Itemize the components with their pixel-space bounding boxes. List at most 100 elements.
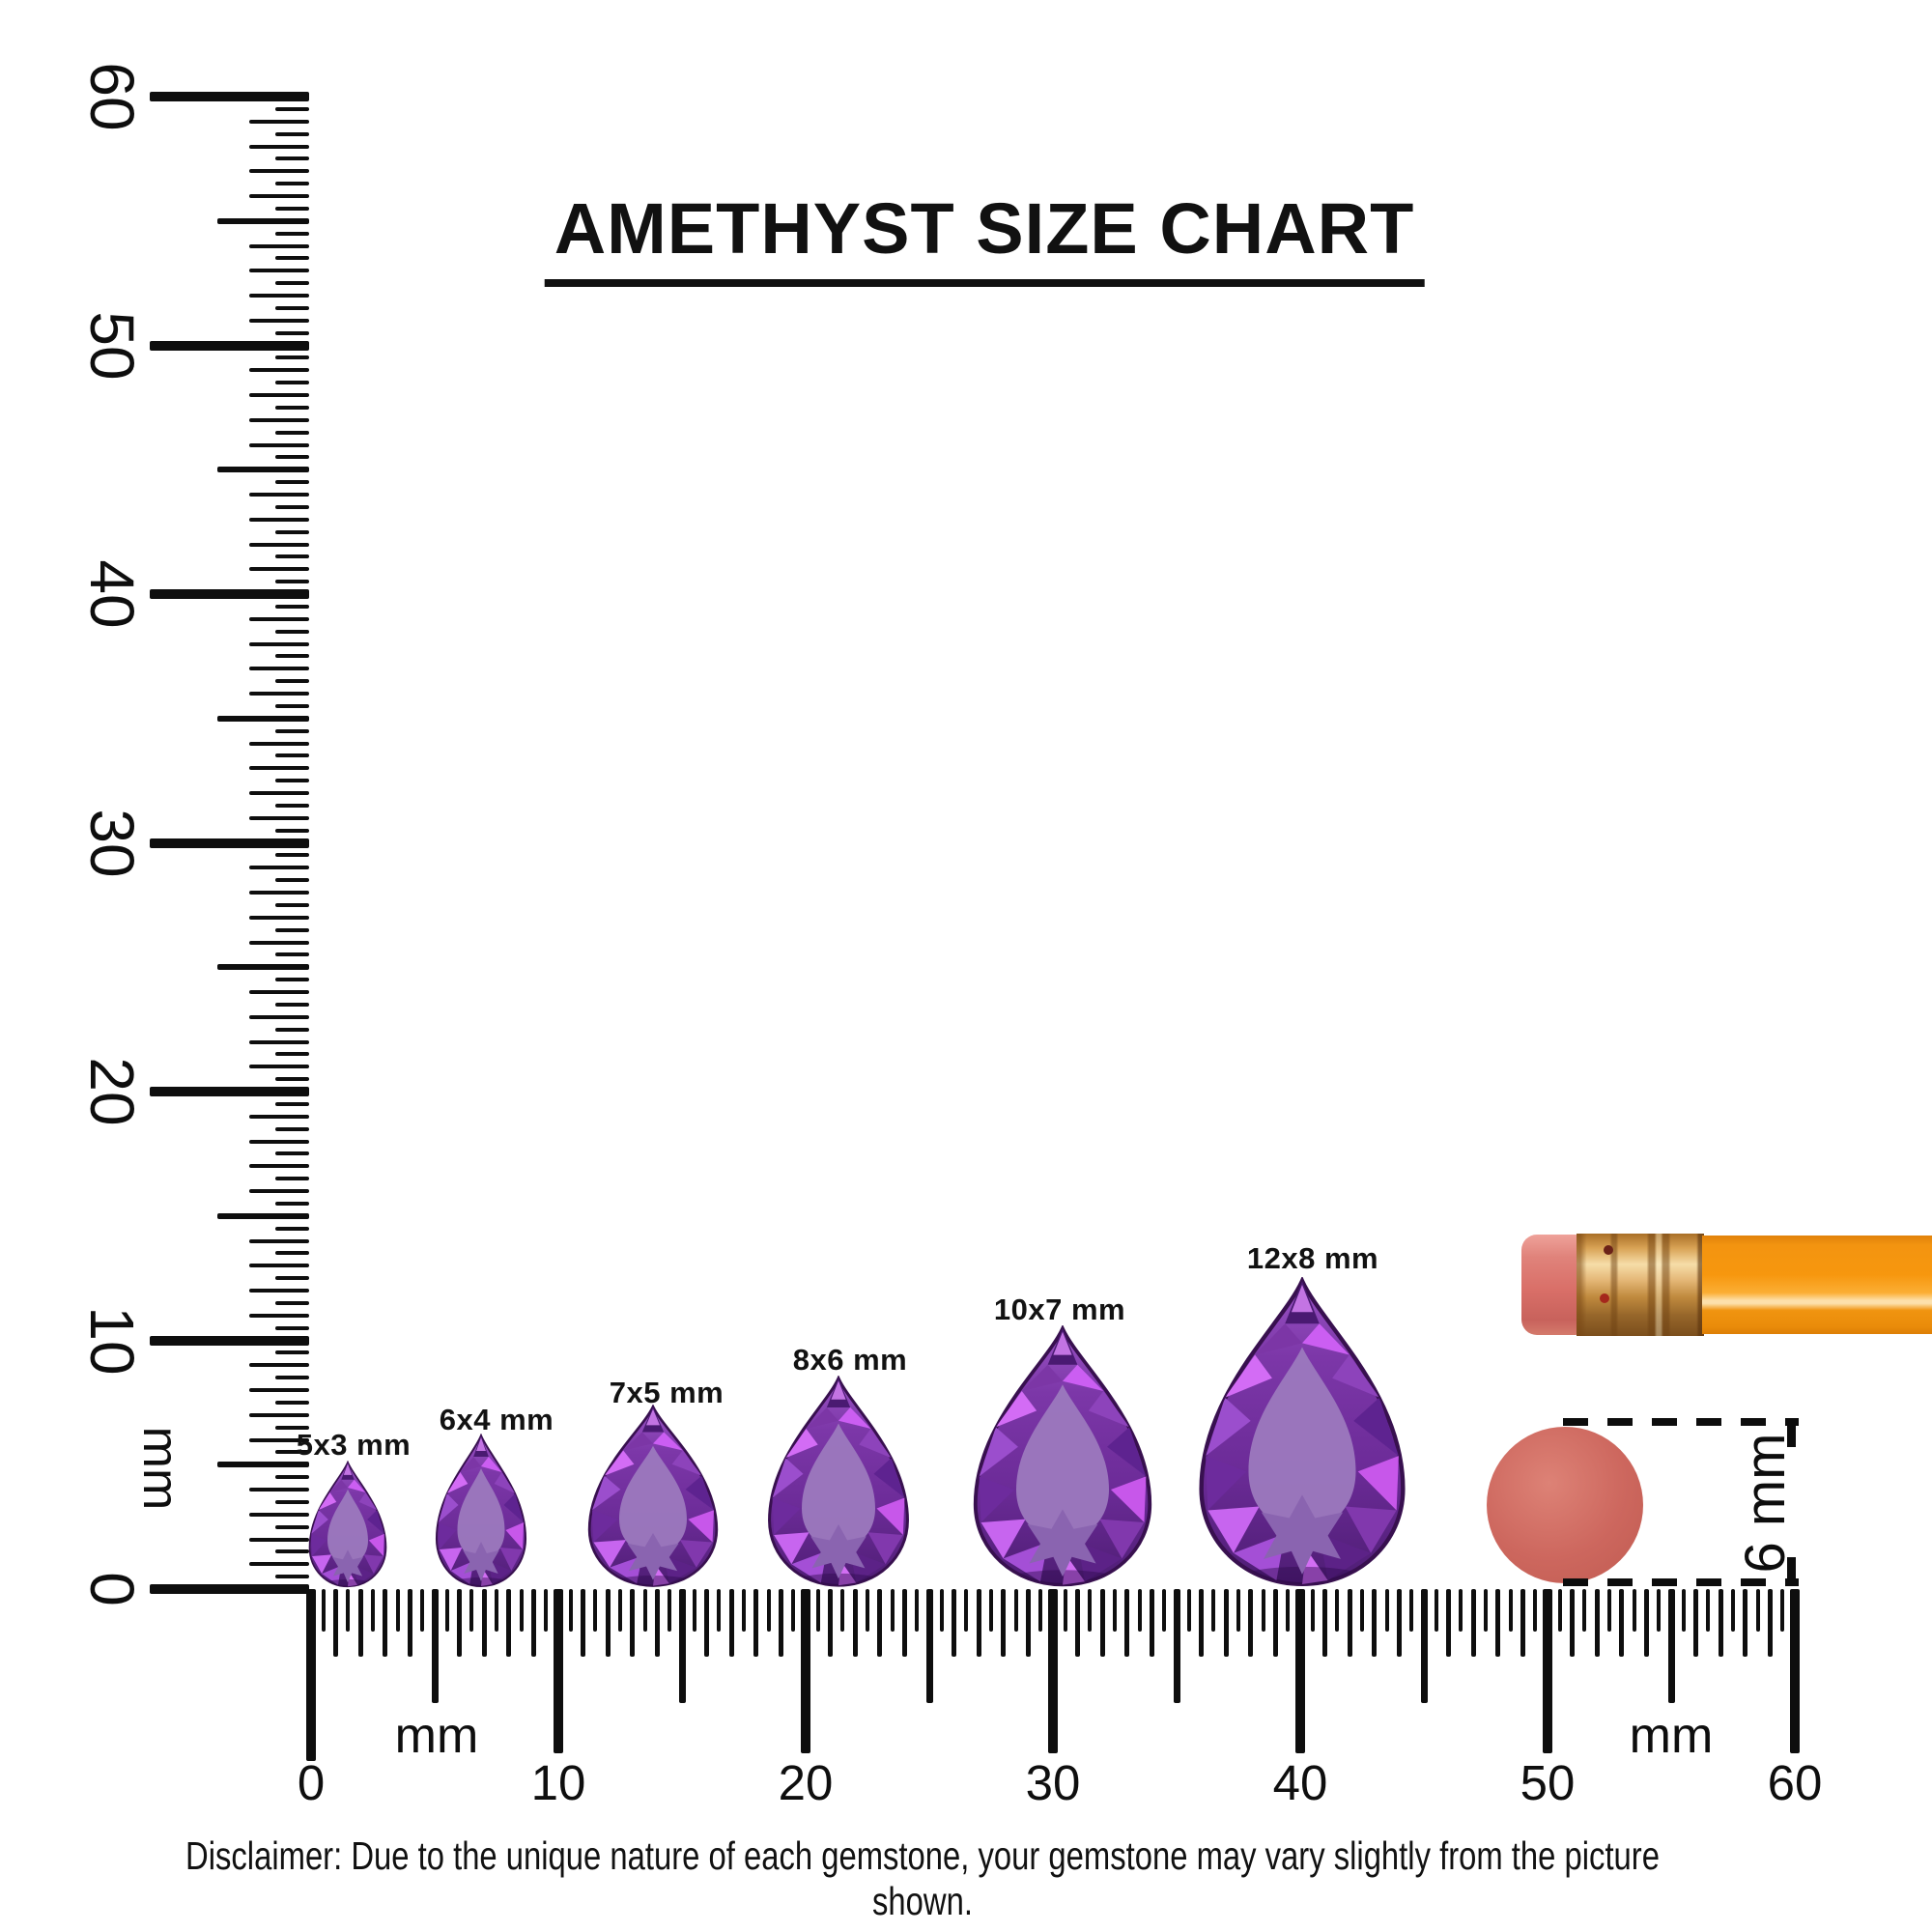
ruler-tick: [519, 1589, 524, 1632]
ruler-tick: [275, 1350, 309, 1355]
ruler-tick: [249, 1189, 309, 1193]
ruler-tick: [1706, 1589, 1711, 1632]
ruler-tick: [554, 1589, 563, 1753]
ruler-tick: [249, 1562, 309, 1567]
ruler-tick: [1099, 1589, 1105, 1657]
horizontal-ruler-number: 10: [530, 1754, 586, 1810]
ruler-tick: [717, 1589, 722, 1632]
gem-size-label: 6x4 mm: [439, 1403, 554, 1436]
ruler-tick: [469, 1589, 474, 1632]
ruler-tick: [249, 1065, 309, 1069]
ruler-tick: [1755, 1589, 1760, 1632]
ruler-tick: [249, 417, 309, 422]
ruler-tick: [249, 393, 309, 397]
ruler-tick: [217, 1462, 309, 1468]
ruler-tick: [1113, 1589, 1117, 1632]
ruler-tick: [249, 866, 309, 870]
ruler-tick: [249, 641, 309, 646]
ruler-tick: [150, 92, 309, 101]
ruler-tick: [275, 1077, 309, 1082]
ruler-tick: [275, 256, 309, 261]
ruler-tick: [1484, 1589, 1488, 1632]
ruler-tick: [275, 803, 309, 808]
horizontal-ruler-number: 60: [1767, 1754, 1823, 1810]
ruler-tick: [275, 1251, 309, 1256]
ruler-tick: [275, 927, 309, 932]
ruler-tick: [217, 467, 309, 473]
ruler-tick: [1731, 1589, 1735, 1632]
ruler-tick: [249, 194, 309, 198]
ruler-tick: [1272, 1589, 1278, 1657]
ruler-tick: [407, 1589, 412, 1657]
ruler-tick: [150, 1335, 309, 1346]
ruler-tick: [249, 144, 309, 149]
ruler-tick: [1681, 1589, 1686, 1632]
ruler-tick: [275, 779, 309, 783]
ruler-tick: [642, 1589, 647, 1632]
ruler-tick: [275, 1549, 309, 1554]
ruler-tick: [150, 340, 309, 351]
ruler-tick: [1025, 1589, 1031, 1657]
ruler-tick: [249, 542, 309, 547]
ruler-tick: [1248, 1589, 1254, 1657]
horizontal-ruler-unit-label-left: mm: [394, 1708, 479, 1764]
ruler-tick: [357, 1589, 363, 1657]
ruler-tick: [778, 1589, 783, 1657]
ruler-tick: [150, 589, 309, 599]
ruler-tick: [1063, 1589, 1067, 1632]
pear-gem-icon: [585, 1405, 721, 1588]
ruler-tick: [420, 1589, 425, 1632]
eraser-top-view: [1487, 1427, 1643, 1583]
ruler-tick: [568, 1589, 573, 1632]
ruler-tick: [815, 1589, 820, 1632]
ruler-tick: [249, 243, 309, 248]
ruler-tick: [275, 828, 309, 833]
ruler-tick: [249, 567, 309, 572]
ruler-tick: [249, 990, 309, 994]
ruler-tick: [275, 1450, 309, 1455]
ruler-tick: [275, 182, 309, 186]
horizontal-ruler-number: 50: [1520, 1754, 1576, 1810]
ruler-tick: [249, 442, 309, 447]
ruler-tick: [1657, 1589, 1662, 1632]
gem-size-label: 10x7 mm: [993, 1293, 1126, 1326]
ruler-tick: [1420, 1589, 1428, 1703]
ruler-tick: [249, 1313, 309, 1318]
ruler-tick: [275, 629, 309, 634]
ruler-tick: [866, 1589, 869, 1632]
ruler-tick: [1396, 1589, 1402, 1657]
ruler-tick: [692, 1589, 696, 1632]
ruler-tick: [249, 269, 309, 273]
ruler-tick: [249, 1512, 309, 1517]
page-title: AMETHYST SIZE CHART: [544, 190, 1425, 288]
ruler-tick: [275, 1400, 309, 1405]
ruler-tick: [275, 728, 309, 733]
ruler-tick: [939, 1589, 944, 1632]
ruler-tick: [852, 1589, 858, 1657]
ruler-tick: [249, 1164, 309, 1169]
ruler-tick: [249, 169, 309, 174]
ruler-tick: [249, 692, 309, 696]
horizontal-ruler-number: 20: [778, 1754, 834, 1810]
ruler-tick: [275, 381, 309, 385]
ruler-tick: [1162, 1589, 1167, 1632]
ruler-tick: [1409, 1589, 1414, 1632]
ruler-tick: [275, 156, 309, 161]
ruler-tick: [306, 1589, 316, 1761]
horizontal-ruler-number: 30: [1025, 1754, 1081, 1810]
ruler-tick: [1607, 1589, 1611, 1632]
ruler-tick: [275, 1276, 309, 1281]
ruler-tick: [1347, 1589, 1352, 1657]
ruler-tick: [249, 741, 309, 746]
vertical-ruler-number: 20: [77, 1057, 147, 1126]
ruler-tick: [321, 1589, 326, 1632]
ruler-tick: [249, 815, 309, 820]
pear-gem-icon: [1195, 1277, 1409, 1588]
ruler-tick: [506, 1589, 512, 1657]
ruler-tick: [1459, 1589, 1463, 1632]
pear-gem-icon: [434, 1434, 528, 1588]
ruler-tick: [1508, 1589, 1513, 1632]
ruler-tick: [1186, 1589, 1191, 1632]
ruler-tick: [630, 1589, 636, 1657]
ruler-tick: [275, 330, 309, 335]
